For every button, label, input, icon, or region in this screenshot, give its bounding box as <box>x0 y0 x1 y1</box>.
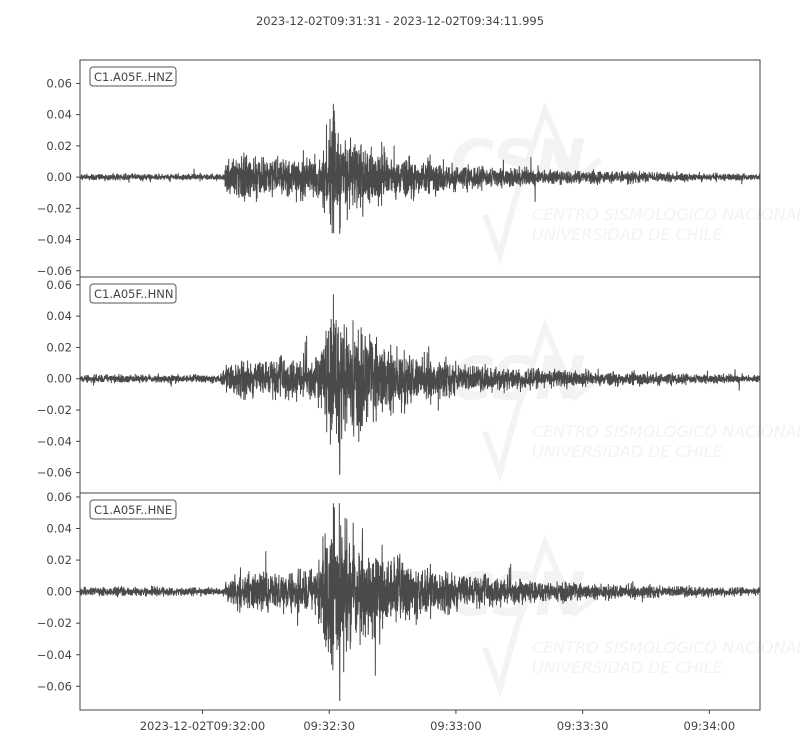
y-tick-label: 0.00 <box>46 585 72 599</box>
axes-frame <box>79 59 761 278</box>
x-tick-label: 09:34:00 <box>684 719 736 733</box>
y-tick-label: 0.04 <box>46 522 72 536</box>
y-tick-label: −0.06 <box>37 679 72 693</box>
y-tick-label: 0.06 <box>46 76 72 90</box>
watermark-line1: CENTRO SISMOLÓGICO NACIONAL <box>532 422 800 441</box>
y-tick-label: 0.02 <box>46 340 72 354</box>
y-tick-label: −0.04 <box>37 434 72 448</box>
y-tick-label: 0.02 <box>46 139 72 153</box>
y-tick-label: 0.06 <box>46 278 72 292</box>
x-tick-label: 09:33:00 <box>430 719 482 733</box>
figure-title: 2023-12-02T09:31:31 - 2023-12-02T09:34:1… <box>256 14 544 28</box>
channel-label-box <box>89 66 177 87</box>
watermark-line2: UNIVERSIDAD DE CHILE <box>532 225 723 244</box>
watermark-line1: CENTRO SISMOLÓGICO NACIONAL <box>532 205 800 224</box>
waveform-trace-C1.A05F..HNZ <box>79 103 761 234</box>
channel-label: C1.A05F..HNN <box>89 283 177 304</box>
y-tick-label: −0.06 <box>37 264 72 278</box>
y-tick-label: 0.04 <box>46 309 72 323</box>
channel-label-box <box>89 283 177 304</box>
y-tick-label: −0.04 <box>37 648 72 662</box>
y-tick-label: 0.00 <box>46 372 72 386</box>
axes-frame <box>79 492 761 711</box>
y-tick-label: 0.06 <box>46 490 72 504</box>
x-tick-label: 09:32:30 <box>303 719 355 733</box>
y-tick-label: 0.04 <box>46 108 72 122</box>
channel-label-text: C1.A05F..HNE <box>94 503 172 517</box>
y-tick-label: −0.02 <box>37 403 72 417</box>
watermark-line2: UNIVERSIDAD DE CHILE <box>532 442 723 461</box>
waveform-trace-C1.A05F..HNE <box>79 503 761 701</box>
channel-label: C1.A05F..HNE <box>89 499 177 520</box>
y-tick-label: −0.04 <box>37 233 72 247</box>
y-tick-label: −0.06 <box>37 466 72 480</box>
watermark-line1: CENTRO SISMOLÓGICO NACIONAL <box>532 638 800 657</box>
channel-label-text: C1.A05F..HNN <box>94 287 173 301</box>
y-tick-label: −0.02 <box>37 201 72 215</box>
x-tick-label: 2023-12-02T09:32:00 <box>140 719 266 733</box>
watermark-wave-icon <box>482 318 602 482</box>
y-tick-label: −0.02 <box>37 616 72 630</box>
y-tick-label: 0.00 <box>46 170 72 184</box>
channel-label-text: C1.A05F..HNZ <box>94 70 173 84</box>
waveform-trace-C1.A05F..HNN <box>79 294 761 475</box>
channel-label-box <box>89 499 177 520</box>
channel-label: C1.A05F..HNZ <box>89 66 177 87</box>
y-tick-label: 0.02 <box>46 553 72 567</box>
x-tick-label: 09:33:30 <box>557 719 609 733</box>
watermark-line2: UNIVERSIDAD DE CHILE <box>532 658 723 677</box>
